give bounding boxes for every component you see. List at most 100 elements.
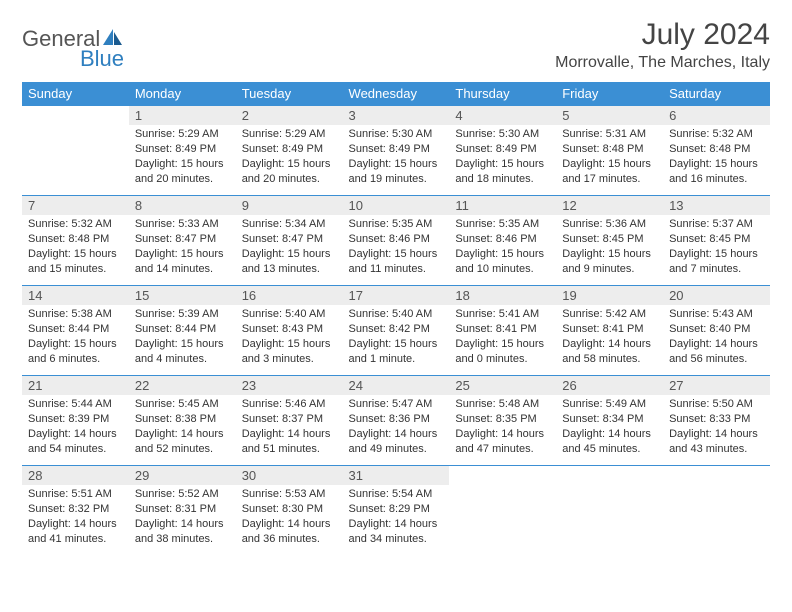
calendar-cell: 6Sunrise: 5:32 AMSunset: 8:48 PMDaylight…: [663, 106, 770, 196]
calendar-cell: 21Sunrise: 5:44 AMSunset: 8:39 PMDayligh…: [22, 376, 129, 466]
day-number: 12: [556, 196, 663, 215]
day-details: Sunrise: 5:42 AMSunset: 8:41 PMDaylight:…: [556, 305, 663, 370]
day-details: Sunrise: 5:34 AMSunset: 8:47 PMDaylight:…: [236, 215, 343, 280]
day-details: Sunrise: 5:30 AMSunset: 8:49 PMDaylight:…: [449, 125, 556, 190]
day-number: 15: [129, 286, 236, 305]
day-details: Sunrise: 5:37 AMSunset: 8:45 PMDaylight:…: [663, 215, 770, 280]
day-number: 27: [663, 376, 770, 395]
weekday-header: Friday: [556, 82, 663, 106]
calendar-table: SundayMondayTuesdayWednesdayThursdayFrid…: [22, 82, 770, 556]
day-number: 14: [22, 286, 129, 305]
day-details: Sunrise: 5:52 AMSunset: 8:31 PMDaylight:…: [129, 485, 236, 550]
weekday-header: Wednesday: [343, 82, 450, 106]
day-details: Sunrise: 5:43 AMSunset: 8:40 PMDaylight:…: [663, 305, 770, 370]
calendar-cell: 9Sunrise: 5:34 AMSunset: 8:47 PMDaylight…: [236, 196, 343, 286]
calendar-cell: 5Sunrise: 5:31 AMSunset: 8:48 PMDaylight…: [556, 106, 663, 196]
day-number: 24: [343, 376, 450, 395]
calendar-cell: 15Sunrise: 5:39 AMSunset: 8:44 PMDayligh…: [129, 286, 236, 376]
day-number: 16: [236, 286, 343, 305]
day-number: 11: [449, 196, 556, 215]
day-number: 19: [556, 286, 663, 305]
calendar-cell: 4Sunrise: 5:30 AMSunset: 8:49 PMDaylight…: [449, 106, 556, 196]
calendar-cell: 20Sunrise: 5:43 AMSunset: 8:40 PMDayligh…: [663, 286, 770, 376]
weekday-header: Sunday: [22, 82, 129, 106]
calendar-body: 1Sunrise: 5:29 AMSunset: 8:49 PMDaylight…: [22, 106, 770, 556]
day-number: 7: [22, 196, 129, 215]
day-details: Sunrise: 5:36 AMSunset: 8:45 PMDaylight:…: [556, 215, 663, 280]
day-number: 17: [343, 286, 450, 305]
calendar-cell: [663, 466, 770, 556]
calendar-cell: 13Sunrise: 5:37 AMSunset: 8:45 PMDayligh…: [663, 196, 770, 286]
day-number: 20: [663, 286, 770, 305]
day-details: Sunrise: 5:33 AMSunset: 8:47 PMDaylight:…: [129, 215, 236, 280]
calendar-cell: [22, 106, 129, 196]
day-details: Sunrise: 5:29 AMSunset: 8:49 PMDaylight:…: [236, 125, 343, 190]
calendar-cell: 18Sunrise: 5:41 AMSunset: 8:41 PMDayligh…: [449, 286, 556, 376]
day-details: Sunrise: 5:47 AMSunset: 8:36 PMDaylight:…: [343, 395, 450, 460]
location-text: Morrovalle, The Marches, Italy: [555, 54, 770, 72]
calendar-header-row: SundayMondayTuesdayWednesdayThursdayFrid…: [22, 82, 770, 106]
calendar-cell: 25Sunrise: 5:48 AMSunset: 8:35 PMDayligh…: [449, 376, 556, 466]
day-number: 25: [449, 376, 556, 395]
calendar-cell: 7Sunrise: 5:32 AMSunset: 8:48 PMDaylight…: [22, 196, 129, 286]
calendar-cell: 22Sunrise: 5:45 AMSunset: 8:38 PMDayligh…: [129, 376, 236, 466]
logo: GeneralBlue: [22, 26, 124, 72]
day-details: Sunrise: 5:51 AMSunset: 8:32 PMDaylight:…: [22, 485, 129, 550]
day-details: Sunrise: 5:41 AMSunset: 8:41 PMDaylight:…: [449, 305, 556, 370]
day-details: Sunrise: 5:46 AMSunset: 8:37 PMDaylight:…: [236, 395, 343, 460]
header: GeneralBlue July 2024 Morrovalle, The Ma…: [22, 18, 770, 72]
day-number: 6: [663, 106, 770, 125]
day-number: 22: [129, 376, 236, 395]
weekday-header: Tuesday: [236, 82, 343, 106]
day-details: Sunrise: 5:35 AMSunset: 8:46 PMDaylight:…: [343, 215, 450, 280]
calendar-cell: 16Sunrise: 5:40 AMSunset: 8:43 PMDayligh…: [236, 286, 343, 376]
day-number: 18: [449, 286, 556, 305]
day-number: 1: [129, 106, 236, 125]
day-details: Sunrise: 5:32 AMSunset: 8:48 PMDaylight:…: [22, 215, 129, 280]
calendar-cell: 31Sunrise: 5:54 AMSunset: 8:29 PMDayligh…: [343, 466, 450, 556]
day-details: Sunrise: 5:44 AMSunset: 8:39 PMDaylight:…: [22, 395, 129, 460]
weekday-header: Thursday: [449, 82, 556, 106]
calendar-cell: 3Sunrise: 5:30 AMSunset: 8:49 PMDaylight…: [343, 106, 450, 196]
calendar-cell: 14Sunrise: 5:38 AMSunset: 8:44 PMDayligh…: [22, 286, 129, 376]
day-details: Sunrise: 5:30 AMSunset: 8:49 PMDaylight:…: [343, 125, 450, 190]
calendar-cell: 29Sunrise: 5:52 AMSunset: 8:31 PMDayligh…: [129, 466, 236, 556]
day-number: 31: [343, 466, 450, 485]
day-details: Sunrise: 5:49 AMSunset: 8:34 PMDaylight:…: [556, 395, 663, 460]
day-number: 5: [556, 106, 663, 125]
day-details: Sunrise: 5:29 AMSunset: 8:49 PMDaylight:…: [129, 125, 236, 190]
day-details: Sunrise: 5:31 AMSunset: 8:48 PMDaylight:…: [556, 125, 663, 190]
day-number: 2: [236, 106, 343, 125]
calendar-cell: 10Sunrise: 5:35 AMSunset: 8:46 PMDayligh…: [343, 196, 450, 286]
day-number: 13: [663, 196, 770, 215]
day-number: 10: [343, 196, 450, 215]
day-details: Sunrise: 5:39 AMSunset: 8:44 PMDaylight:…: [129, 305, 236, 370]
day-number: 9: [236, 196, 343, 215]
calendar-cell: 12Sunrise: 5:36 AMSunset: 8:45 PMDayligh…: [556, 196, 663, 286]
day-details: Sunrise: 5:54 AMSunset: 8:29 PMDaylight:…: [343, 485, 450, 550]
day-number: 8: [129, 196, 236, 215]
day-number: 26: [556, 376, 663, 395]
day-details: Sunrise: 5:38 AMSunset: 8:44 PMDaylight:…: [22, 305, 129, 370]
calendar-cell: 8Sunrise: 5:33 AMSunset: 8:47 PMDaylight…: [129, 196, 236, 286]
day-details: Sunrise: 5:32 AMSunset: 8:48 PMDaylight:…: [663, 125, 770, 190]
calendar-cell: 1Sunrise: 5:29 AMSunset: 8:49 PMDaylight…: [129, 106, 236, 196]
calendar-cell: 26Sunrise: 5:49 AMSunset: 8:34 PMDayligh…: [556, 376, 663, 466]
logo-text-blue: Blue: [80, 46, 124, 72]
day-details: Sunrise: 5:45 AMSunset: 8:38 PMDaylight:…: [129, 395, 236, 460]
day-details: Sunrise: 5:35 AMSunset: 8:46 PMDaylight:…: [449, 215, 556, 280]
day-details: Sunrise: 5:53 AMSunset: 8:30 PMDaylight:…: [236, 485, 343, 550]
day-number: 29: [129, 466, 236, 485]
calendar-cell: [556, 466, 663, 556]
calendar-cell: 24Sunrise: 5:47 AMSunset: 8:36 PMDayligh…: [343, 376, 450, 466]
day-number: 21: [22, 376, 129, 395]
day-number: 4: [449, 106, 556, 125]
calendar-cell: [449, 466, 556, 556]
day-number: 28: [22, 466, 129, 485]
day-details: Sunrise: 5:48 AMSunset: 8:35 PMDaylight:…: [449, 395, 556, 460]
day-number: 30: [236, 466, 343, 485]
calendar-cell: 11Sunrise: 5:35 AMSunset: 8:46 PMDayligh…: [449, 196, 556, 286]
calendar-cell: 30Sunrise: 5:53 AMSunset: 8:30 PMDayligh…: [236, 466, 343, 556]
calendar-cell: 17Sunrise: 5:40 AMSunset: 8:42 PMDayligh…: [343, 286, 450, 376]
weekday-header: Saturday: [663, 82, 770, 106]
